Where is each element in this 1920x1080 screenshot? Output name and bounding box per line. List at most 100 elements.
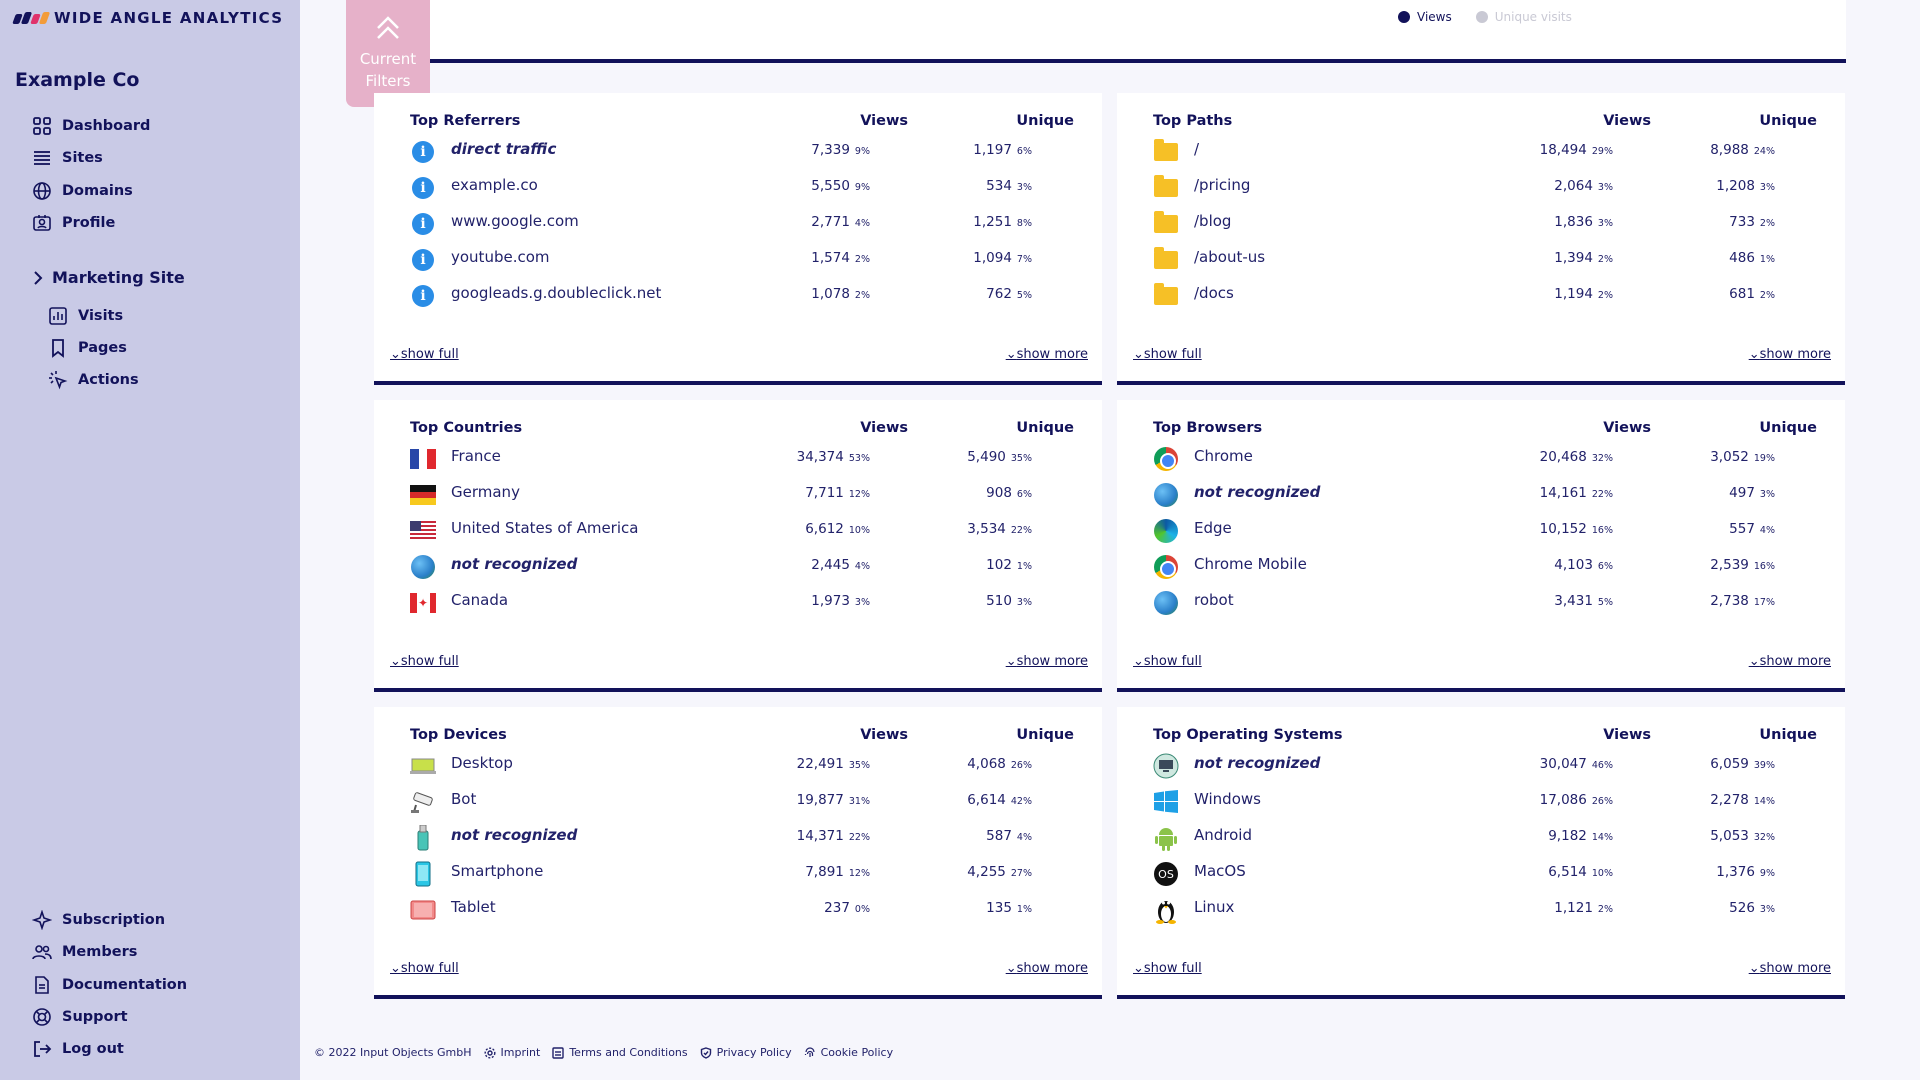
row-label[interactable]: Linux [1194,898,1235,916]
row-label[interactable]: MacOS [1194,862,1246,880]
row-label[interactable]: Android [1194,826,1252,844]
table-row[interactable]: i youtube.com 1,574 2% 1,094 7% [410,245,1074,275]
row-label[interactable]: not recognized [1194,754,1321,772]
table-row[interactable]: Chrome Mobile 4,103 6% 2,539 16% [1153,552,1817,582]
row-label[interactable]: / [1194,140,1200,158]
table-row[interactable]: United States of America 6,612 10% 3,534 22% [410,516,1074,546]
nav-members[interactable]: Members [32,942,137,962]
table-row[interactable]: i googleads.g.doubleclick.net 1,078 2% 762 5% [410,281,1074,311]
row-label[interactable]: direct traffic [451,140,557,158]
table-row[interactable]: /blog 1,836 3% 733 2% [1153,209,1817,239]
row-label[interactable]: Windows [1194,790,1261,808]
row-label[interactable]: www.google.com [451,212,579,230]
legend-views[interactable]: Views [1398,10,1452,24]
row-label[interactable]: /blog [1194,212,1232,230]
footer-imprint[interactable]: Imprint [484,1046,540,1059]
nav-actions[interactable]: Actions [48,370,139,390]
show-more-link[interactable]: ⌄show more [1749,654,1831,669]
row-label[interactable]: not recognized [451,826,578,844]
unique-header[interactable]: Unique [1759,420,1817,436]
table-row[interactable]: not recognized 14,161 22% 497 3% [1153,480,1817,510]
show-full-link[interactable]: ⌄show full [390,654,459,669]
row-label[interactable]: youtube.com [451,248,550,266]
table-row[interactable]: Android 9,182 14% 5,053 32% [1153,823,1817,853]
table-row[interactable]: Desktop 22,491 35% 4,068 26% [410,751,1074,781]
table-row[interactable]: Linux 1,121 2% 526 3% [1153,895,1817,925]
row-label[interactable]: /pricing [1194,176,1251,194]
show-full-link[interactable]: ⌄show full [390,961,459,976]
row-label[interactable]: robot [1194,591,1234,609]
table-row[interactable]: i direct traffic 7,339 9% 1,197 6% [410,137,1074,167]
nav-sites[interactable]: Sites [32,148,103,168]
footer-terms[interactable]: Terms and Conditions [552,1046,688,1059]
nav-logout[interactable]: Log out [32,1039,124,1059]
show-full-link[interactable]: ⌄show full [1133,654,1202,669]
table-row[interactable]: Windows 17,086 26% 2,278 14% [1153,787,1817,817]
table-row[interactable]: / 18,494 29% 8,988 24% [1153,137,1817,167]
row-label[interactable]: not recognized [451,555,578,573]
table-row[interactable]: /about-us 1,394 2% 486 1% [1153,245,1817,275]
row-label[interactable]: Canada [451,591,509,609]
row-label[interactable]: /about-us [1194,248,1266,266]
table-row[interactable]: Edge 10,152 16% 557 4% [1153,516,1817,546]
table-row[interactable]: Bot 19,877 31% 6,614 42% [410,787,1074,817]
table-row[interactable]: /pricing 2,064 3% 1,208 3% [1153,173,1817,203]
table-row[interactable]: ✦ Canada 1,973 3% 510 3% [410,588,1074,618]
nav-subscription[interactable]: Subscription [32,910,165,930]
show-full-link[interactable]: ⌄show full [1133,347,1202,362]
table-row[interactable]: not recognized 30,047 46% 6,059 39% [1153,751,1817,781]
table-row[interactable]: OS MacOS 6,514 10% 1,376 9% [1153,859,1817,889]
row-label[interactable]: Tablet [451,898,496,916]
table-row[interactable]: Germany 7,711 12% 908 6% [410,480,1074,510]
table-row[interactable]: Smartphone 7,891 12% 4,255 27% [410,859,1074,889]
row-label[interactable]: United States of America [451,519,639,537]
row-label[interactable]: Smartphone [451,862,544,880]
table-row[interactable]: robot 3,431 5% 2,738 17% [1153,588,1817,618]
table-row[interactable]: Tablet 237 0% 135 1% [410,895,1074,925]
table-row[interactable]: not recognized 2,445 4% 102 1% [410,552,1074,582]
nav-visits[interactable]: Visits [48,306,123,326]
row-label[interactable]: Edge [1194,519,1232,537]
show-more-link[interactable]: ⌄show more [1006,347,1088,362]
brand-logo[interactable]: WIDE ANGLE ANALYTICS [12,9,283,27]
row-label[interactable]: example.co [451,176,538,194]
table-row[interactable]: i example.co 5,550 9% 534 3% [410,173,1074,203]
row-label[interactable]: not recognized [1194,483,1321,501]
views-header[interactable]: Views [860,113,908,129]
row-label[interactable]: googleads.g.doubleclick.net [451,284,662,302]
show-more-link[interactable]: ⌄show more [1749,961,1831,976]
nav-profile[interactable]: Profile [32,213,115,233]
unique-header[interactable]: Unique [1016,727,1074,743]
site-toggle[interactable]: Marketing Site [32,268,185,287]
show-more-link[interactable]: ⌄show more [1006,961,1088,976]
views-header[interactable]: Views [1603,113,1651,129]
footer-privacy[interactable]: Privacy Policy [700,1046,792,1059]
table-row[interactable]: i www.google.com 2,771 4% 1,251 8% [410,209,1074,239]
nav-documentation[interactable]: Documentation [32,975,187,995]
row-label[interactable]: Bot [451,790,477,808]
views-header[interactable]: Views [1603,727,1651,743]
table-row[interactable]: not recognized 14,371 22% 587 4% [410,823,1074,853]
row-label[interactable]: Chrome [1194,447,1253,465]
unique-header[interactable]: Unique [1016,113,1074,129]
row-label[interactable]: Chrome Mobile [1194,555,1307,573]
current-filters-tab[interactable]: Current Filters [346,0,430,107]
show-more-link[interactable]: ⌄show more [1006,654,1088,669]
footer-cookie[interactable]: Cookie Policy [804,1046,893,1059]
table-row[interactable]: /docs 1,194 2% 681 2% [1153,281,1817,311]
unique-header[interactable]: Unique [1759,727,1817,743]
nav-dashboard[interactable]: Dashboard [32,116,150,136]
show-more-link[interactable]: ⌄show more [1749,347,1831,362]
row-label[interactable]: /docs [1194,284,1234,302]
show-full-link[interactable]: ⌄show full [1133,961,1202,976]
table-row[interactable]: France 34,374 53% 5,490 35% [410,444,1074,474]
row-label[interactable]: Germany [451,483,520,501]
nav-pages[interactable]: Pages [48,338,127,358]
unique-header[interactable]: Unique [1016,420,1074,436]
show-full-link[interactable]: ⌄show full [390,347,459,362]
legend-unique[interactable]: Unique visits [1475,10,1572,24]
unique-header[interactable]: Unique [1759,113,1817,129]
nav-domains[interactable]: Domains [32,181,133,201]
views-header[interactable]: Views [1603,420,1651,436]
row-label[interactable]: Desktop [451,754,513,772]
